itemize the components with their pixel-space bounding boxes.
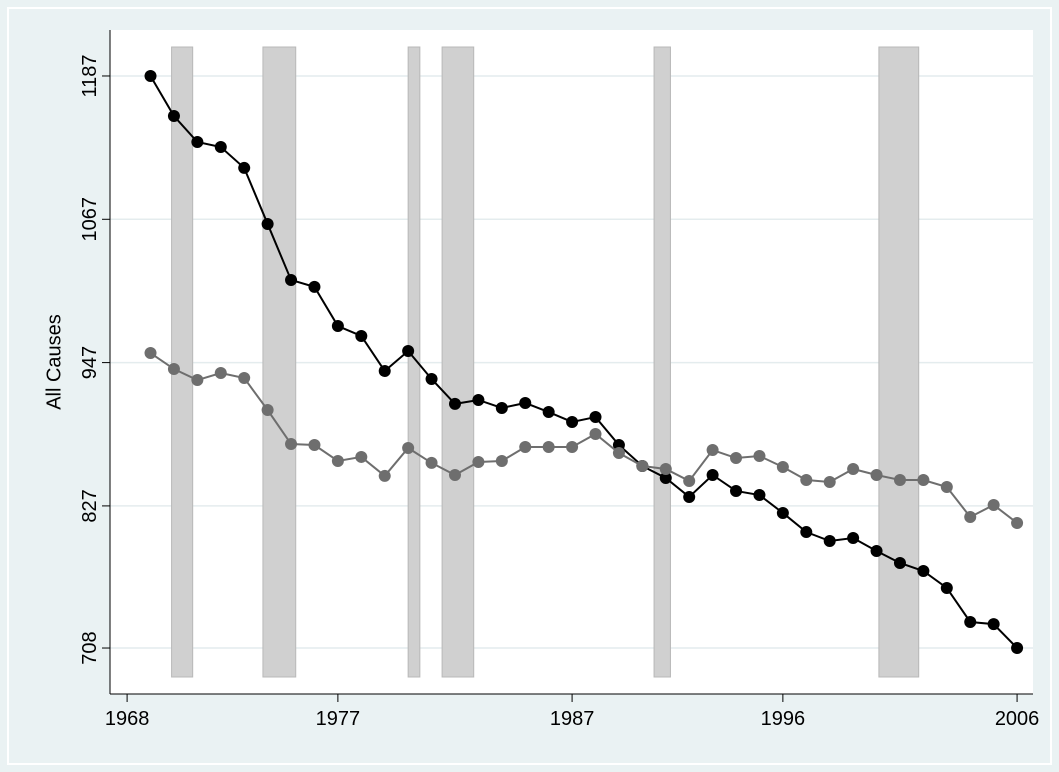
- data-point: [425, 372, 438, 385]
- data-point: [870, 545, 883, 558]
- data-point: [917, 564, 930, 577]
- data-point: [847, 532, 860, 545]
- data-point: [823, 476, 836, 489]
- data-point: [964, 511, 977, 524]
- data-point: [753, 449, 766, 462]
- data-point: [659, 463, 672, 476]
- data-point: [191, 374, 204, 387]
- data-point: [542, 441, 555, 454]
- recession-band: [171, 46, 194, 678]
- data-point: [636, 460, 649, 473]
- x-tick-label: 1987: [550, 708, 595, 730]
- data-point: [987, 618, 1000, 631]
- recession-band: [407, 46, 421, 678]
- data-point: [495, 401, 508, 414]
- data-point: [285, 438, 298, 451]
- data-point: [566, 441, 579, 454]
- data-point: [355, 329, 368, 342]
- data-point: [519, 441, 532, 454]
- data-point: [987, 498, 1000, 511]
- data-point: [1011, 516, 1024, 529]
- data-point: [331, 320, 344, 333]
- data-point: [285, 273, 298, 286]
- data-point: [167, 109, 180, 122]
- data-point: [1011, 642, 1024, 655]
- x-tick-label: 1977: [316, 708, 361, 730]
- data-point: [308, 280, 321, 293]
- data-point: [214, 366, 227, 379]
- data-point: [331, 455, 344, 468]
- data-point: [589, 428, 602, 441]
- recession-band: [878, 46, 920, 678]
- data-point: [261, 404, 274, 417]
- x-tick-label: 1996: [761, 708, 806, 730]
- data-point: [730, 452, 743, 465]
- recession-band: [653, 46, 671, 678]
- data-point: [893, 473, 906, 486]
- y-tick-label: 1067: [79, 197, 101, 242]
- data-point: [683, 490, 696, 503]
- data-point: [448, 468, 461, 481]
- data-point: [847, 463, 860, 476]
- data-point: [448, 397, 461, 410]
- data-point: [519, 396, 532, 409]
- data-point: [191, 136, 204, 149]
- data-point: [730, 484, 743, 497]
- data-point: [495, 455, 508, 468]
- data-point: [612, 447, 625, 460]
- data-point: [659, 471, 672, 484]
- y-tick-label: 827: [79, 489, 101, 522]
- data-point: [214, 141, 227, 154]
- data-point: [261, 217, 274, 230]
- y-tick-label: 708: [79, 631, 101, 664]
- data-point: [378, 469, 391, 482]
- data-point: [800, 526, 813, 539]
- data-point: [776, 506, 789, 519]
- x-tick-label: 1968: [105, 708, 150, 730]
- data-point: [776, 460, 789, 473]
- data-point: [472, 393, 485, 406]
- data-point: [683, 474, 696, 487]
- data-point: [308, 439, 321, 451]
- data-point: [940, 481, 953, 494]
- data-point: [402, 345, 415, 358]
- data-point: [378, 364, 391, 377]
- data-point: [870, 468, 883, 481]
- data-point: [238, 161, 251, 174]
- data-point: [167, 363, 180, 376]
- data-point: [823, 535, 836, 548]
- data-point: [800, 473, 813, 486]
- data-point: [589, 411, 602, 424]
- y-tick-label: 1187: [79, 54, 101, 97]
- data-point: [940, 581, 953, 594]
- data-point: [238, 372, 251, 385]
- y-tick-label: 947: [79, 346, 101, 379]
- data-point: [472, 455, 485, 468]
- data-point: [893, 556, 906, 569]
- data-point: [425, 456, 438, 469]
- data-point: [706, 444, 719, 457]
- recession-band: [441, 46, 475, 678]
- data-point: [964, 615, 977, 628]
- data-point: [706, 468, 719, 481]
- y-axis-label: All Causes: [43, 314, 65, 410]
- recession-band: [262, 46, 297, 678]
- data-point: [542, 406, 555, 419]
- data-point: [355, 450, 368, 463]
- data-point: [144, 69, 157, 82]
- data-point: [402, 441, 415, 454]
- data-point: [753, 489, 766, 502]
- data-point: [566, 415, 579, 428]
- x-tick-label: 2006: [995, 708, 1040, 730]
- data-point: [144, 347, 157, 360]
- data-point: [917, 473, 930, 486]
